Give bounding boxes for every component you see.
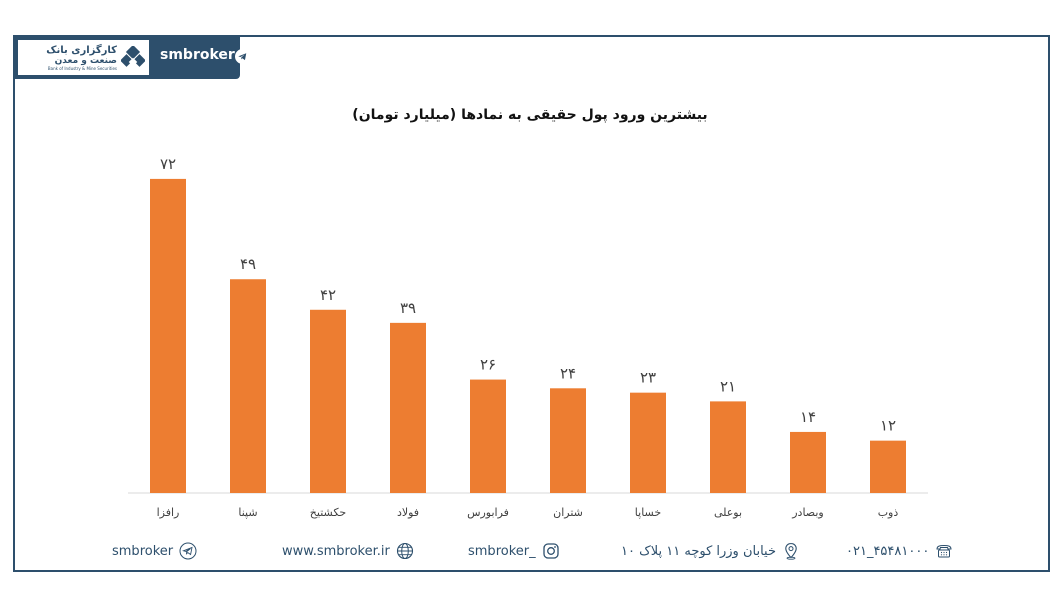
bar-5 <box>550 388 586 493</box>
category-label: شتران <box>553 506 583 519</box>
category-label: بوعلی <box>714 506 742 519</box>
footer-instagram[interactable]: smbroker_ <box>468 542 560 560</box>
category-label: شپنا <box>238 506 257 519</box>
bar-1 <box>230 279 266 493</box>
bar-value-label: ۲۳ <box>640 369 656 387</box>
company-logo: کارگزاری بانک صنعت و معدن Bank of Indust… <box>18 40 149 75</box>
footer-phone-text: ۰۲۱_۴۵۴۸۱۰۰۰ <box>846 543 930 559</box>
bar-value-label: ۱۲ <box>880 417 896 435</box>
footer-website[interactable]: www.smbroker.ir <box>282 542 414 560</box>
bar-8 <box>790 431 826 493</box>
logo-line3: Bank of Industry & Mine Securities <box>47 65 117 71</box>
bar-value-label: ۱۴ <box>800 408 816 426</box>
bar-value-label: ۴۲ <box>320 286 336 304</box>
header-badge: کارگزاری بانک صنعت و معدن Bank of Indust… <box>14 36 250 79</box>
footer-address-text: خیابان وزرا کوچه ۱۱ پلاک ۱۰ <box>621 543 777 559</box>
bar-value-label: ۲۴ <box>560 364 576 382</box>
bar-2 <box>310 309 346 493</box>
telegram-icon <box>179 542 197 560</box>
category-label: وبصادر <box>791 506 823 519</box>
instagram-icon <box>542 543 559 559</box>
footer-website-text: www.smbroker.ir <box>282 543 390 559</box>
footer-instagram-text: smbroker_ <box>468 543 536 559</box>
bar-value-label: ۳۹ <box>400 299 416 317</box>
bar-value-label: ۲۱ <box>720 377 736 395</box>
telephone-icon <box>936 544 952 558</box>
brand-name: smbroker <box>160 47 235 63</box>
footer-phone[interactable]: ۰۲۱_۴۵۴۸۱۰۰۰ <box>846 542 953 560</box>
bar-3 <box>390 322 426 493</box>
footer-address: خیابان وزرا کوچه ۱۱ پلاک ۱۰ <box>621 542 800 560</box>
bar-6 <box>630 392 666 493</box>
bar-value-label: ۴۹ <box>240 255 256 273</box>
logo-line2: صنعت و معدن <box>54 55 117 66</box>
category-label: فرابورس <box>467 506 509 519</box>
bar-0 <box>150 178 186 493</box>
bar-value-label: ۷۲ <box>160 155 176 173</box>
footer-telegram[interactable]: smbroker <box>112 542 197 560</box>
category-label: خساپا <box>635 506 661 519</box>
logo-mark-icon <box>121 45 145 67</box>
bar-4 <box>470 379 506 493</box>
bar-9 <box>870 440 906 493</box>
chart-title: بیشترین ورود پول حقیقی به نمادها (میلیار… <box>352 107 707 123</box>
category-label: فولاد <box>397 506 419 519</box>
category-label: رافزا <box>157 506 180 519</box>
bar-7 <box>710 401 746 493</box>
telegram-icon[interactable] <box>235 49 250 64</box>
category-label: حکشتیخ <box>310 506 346 519</box>
logo-line1: کارگزاری بانک <box>46 44 117 56</box>
footer-telegram-text: smbroker <box>112 543 174 559</box>
bar-value-label: ۲۶ <box>480 356 496 374</box>
globe-icon <box>396 542 413 560</box>
category-label: ذوب <box>878 506 899 519</box>
footer-bar: smbroker www.smbroker.ir smbroker_ خیابا… <box>0 535 1063 565</box>
location-pin-icon <box>785 542 797 560</box>
